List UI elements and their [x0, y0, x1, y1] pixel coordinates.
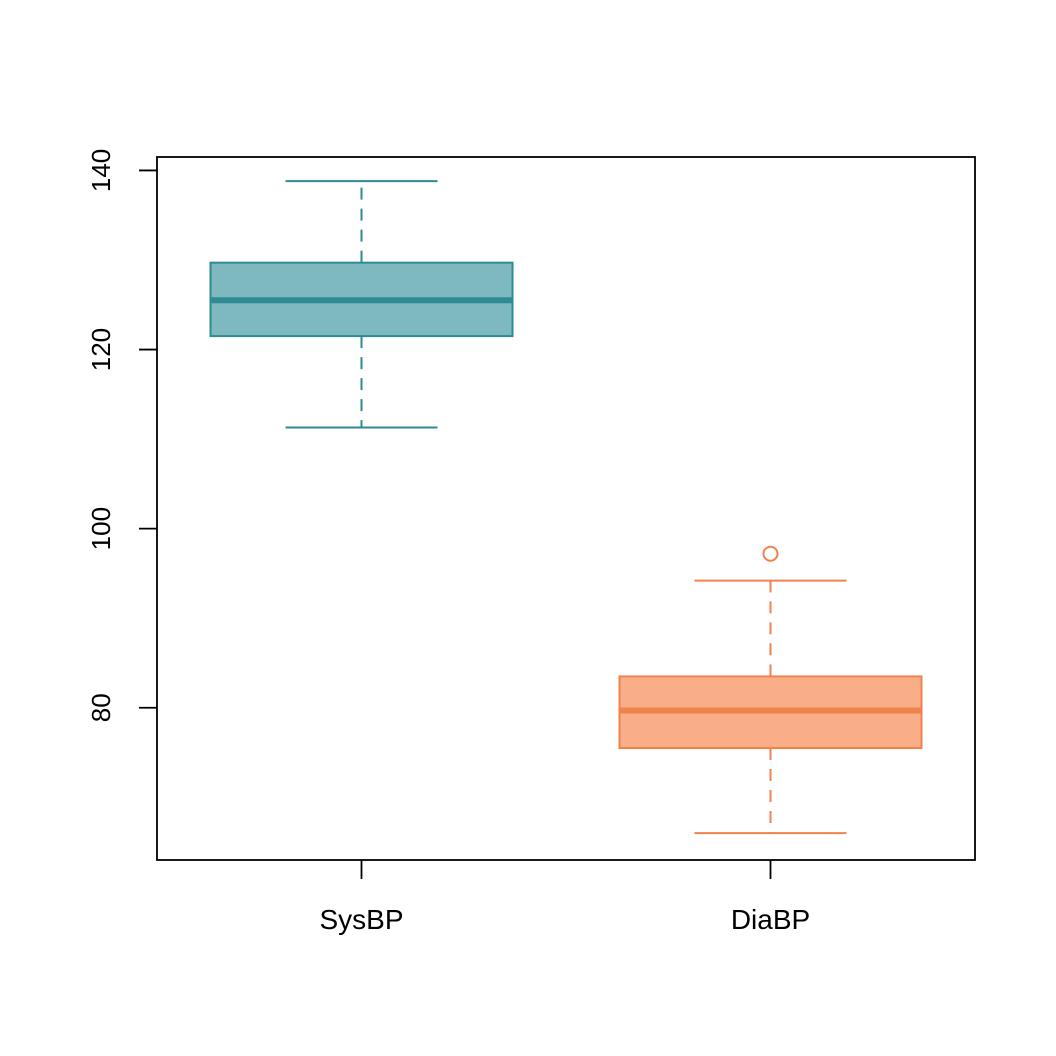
y-tick-label-140: 140 — [86, 149, 116, 192]
box-sysbp — [209, 180, 514, 429]
y-tick-label-100: 100 — [86, 507, 116, 550]
y-tick-label-80: 80 — [86, 693, 116, 722]
plot-frame — [156, 156, 976, 861]
y-tick-label-120: 120 — [86, 328, 116, 371]
y-axis: 80 100 120 140 — [86, 149, 157, 722]
x-axis: SysBP DiaBP — [319, 860, 810, 935]
plot-marks — [209, 180, 923, 835]
x-tick-label-sysbp: SysBP — [319, 904, 403, 935]
outlier-point — [762, 545, 779, 562]
box-diabp — [618, 545, 923, 835]
x-tick-label-diabp: DiaBP — [731, 904, 810, 935]
